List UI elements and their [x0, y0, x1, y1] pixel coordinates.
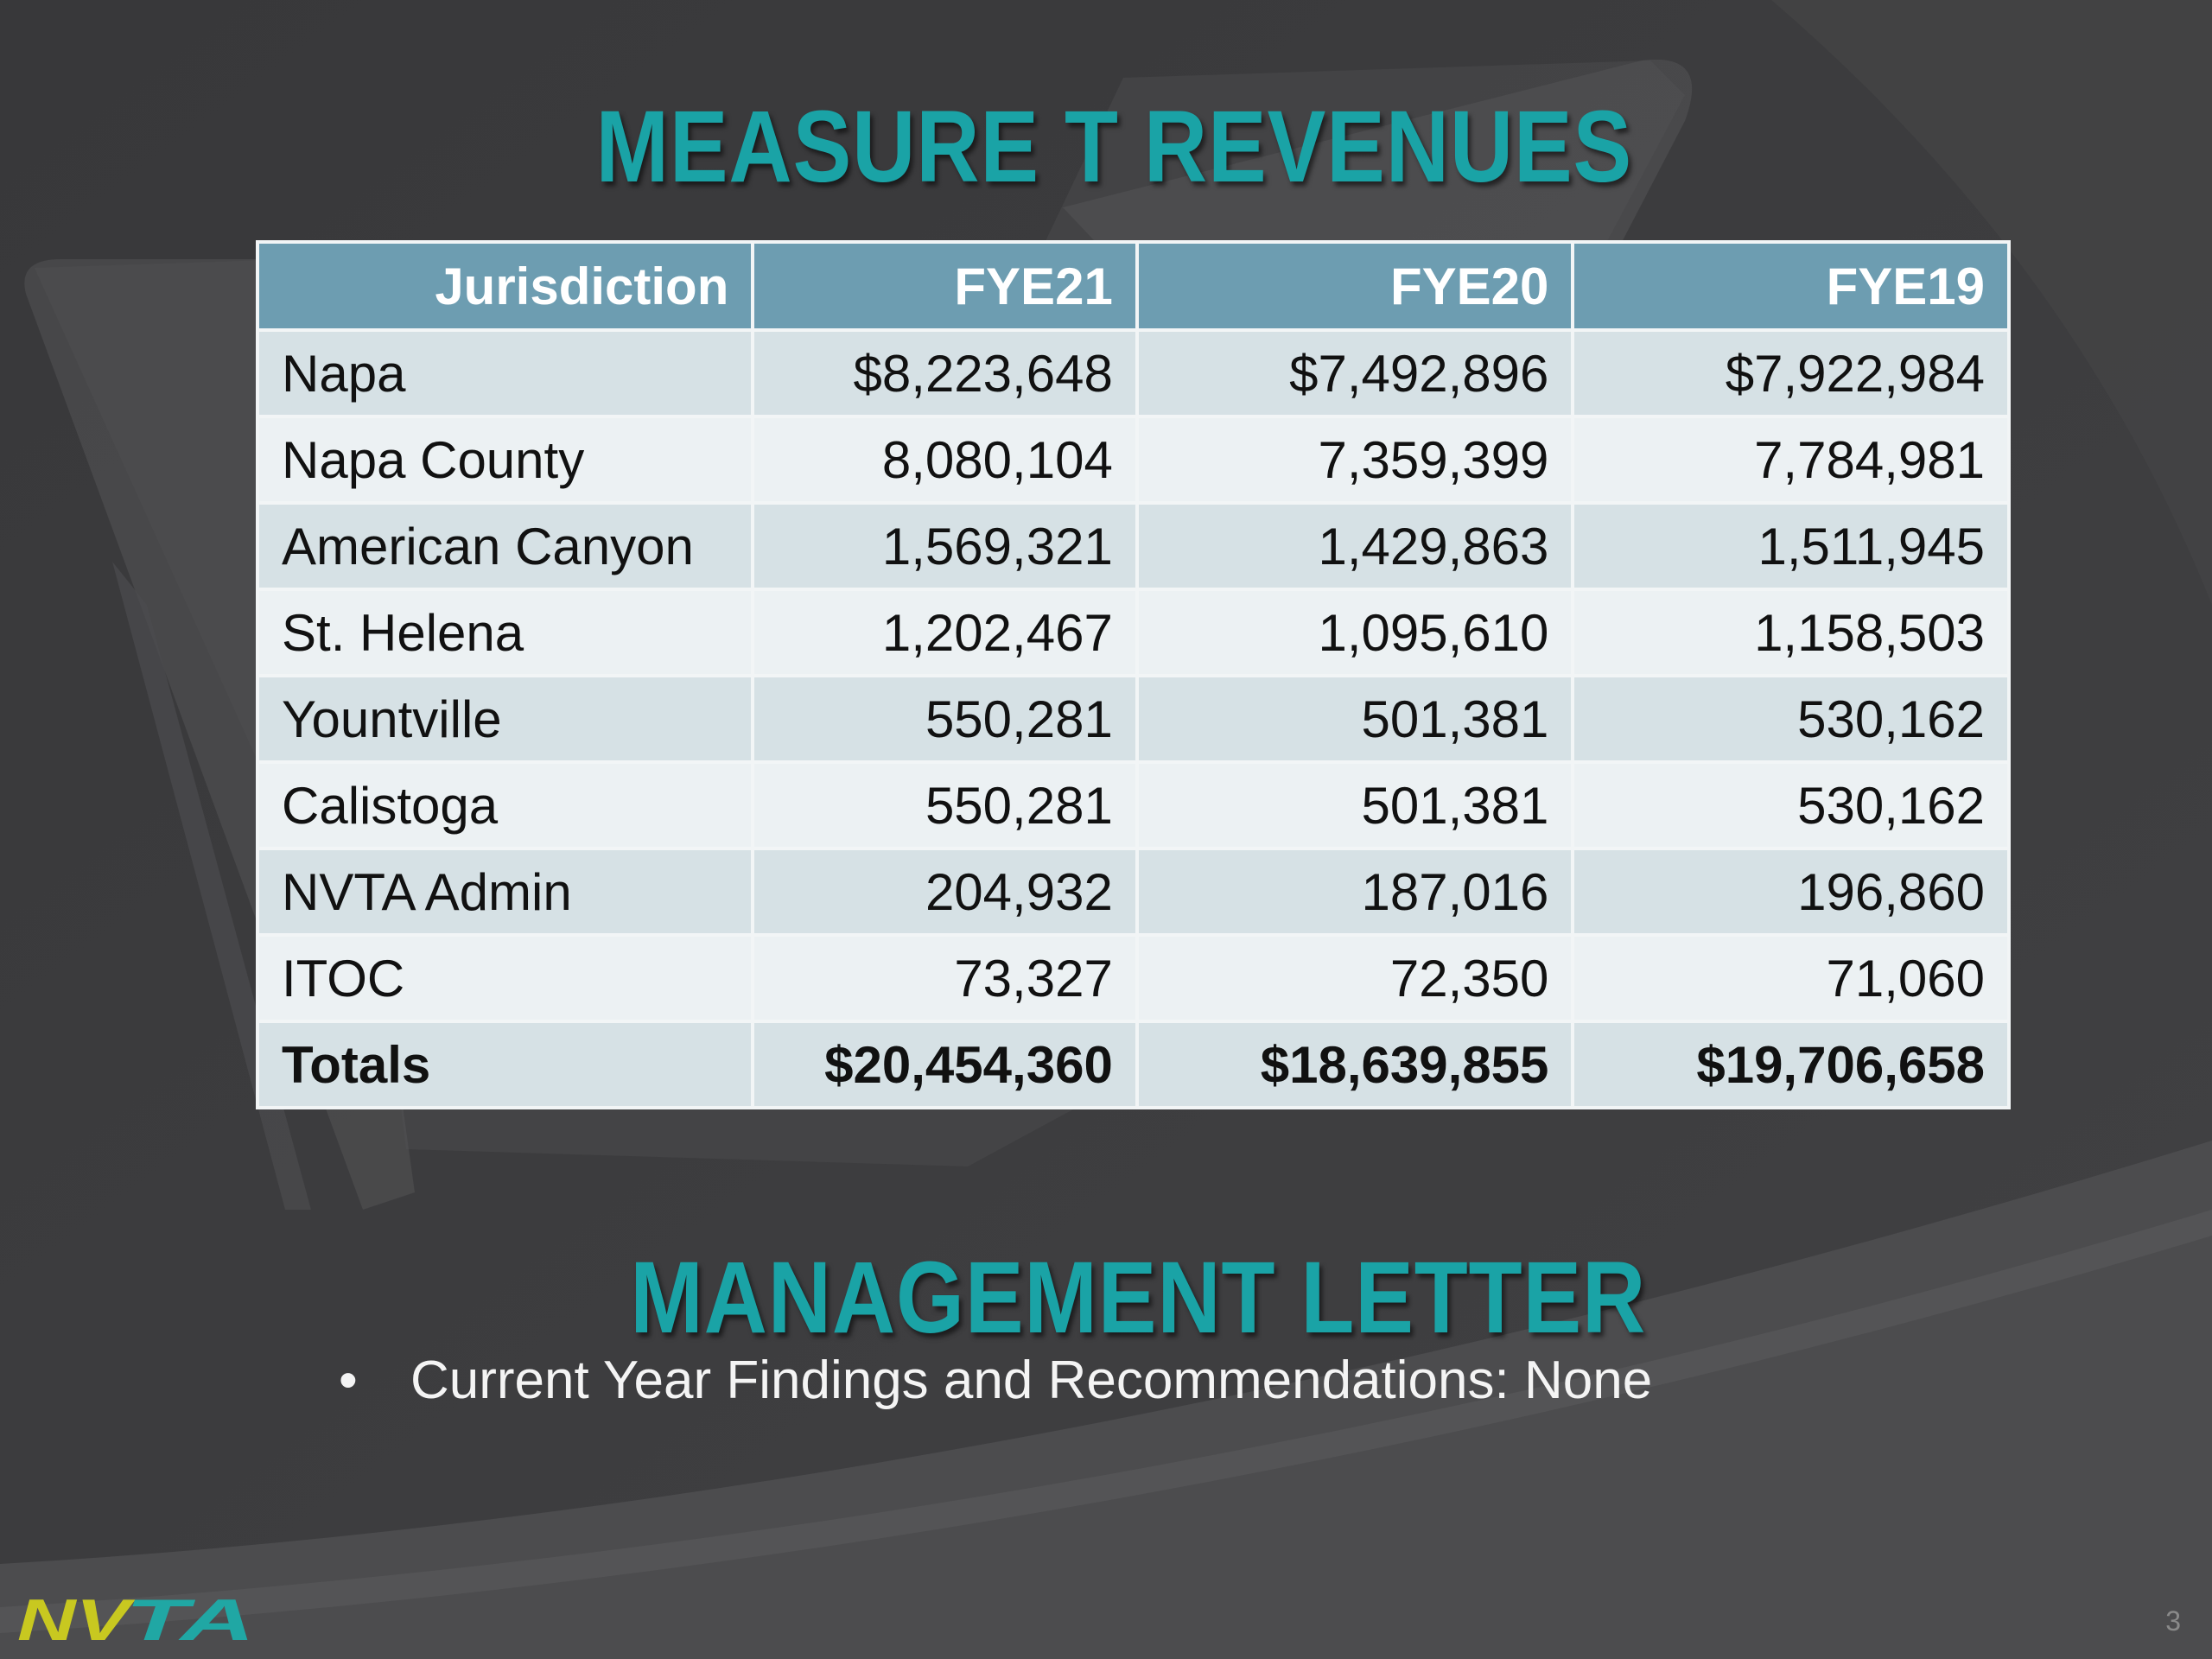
cell-fye19: $7,922,984: [1571, 328, 2011, 418]
column-header-fye21: FYE21: [751, 240, 1139, 332]
cell-fye20: $18,639,855: [1135, 1020, 1575, 1109]
cell-fye20: 1,095,610: [1135, 588, 1575, 677]
cell-jurisdiction: St. Helena: [255, 588, 755, 677]
table-row: NVTA Admin 204,932 187,016 196,860: [255, 847, 2011, 937]
cell-fye19: 196,860: [1571, 847, 2011, 937]
cell-fye21: $8,223,648: [751, 328, 1139, 418]
cell-fye20: 1,429,863: [1135, 501, 1575, 591]
cell-fye19: 7,784,981: [1571, 415, 2011, 505]
cell-fye19: $19,706,658: [1571, 1020, 2011, 1109]
logo-nv-text: NV: [17, 1590, 137, 1650]
logo-ta-text: TA: [125, 1590, 255, 1650]
cell-fye19: 71,060: [1571, 933, 2011, 1023]
cell-fye21: 550,281: [751, 674, 1139, 764]
cell-fye21: 550,281: [751, 760, 1139, 850]
cell-fye20: 7,359,399: [1135, 415, 1575, 505]
cell-fye19: 1,511,945: [1571, 501, 2011, 591]
cell-fye20: $7,492,896: [1135, 328, 1575, 418]
table-header-row: Jurisdiction FYE21 FYE20 FYE19: [255, 240, 2011, 332]
nvta-logo: NV TA: [17, 1590, 255, 1650]
section-title: MANAGEMENT LETTER: [630, 1241, 1647, 1355]
table-row: Napa $8,223,648 $7,492,896 $7,922,984: [255, 328, 2011, 418]
revenue-table: Jurisdiction FYE21 FYE20 FYE19 Napa $8,2…: [255, 240, 2011, 1109]
cell-fye21: 204,932: [751, 847, 1139, 937]
table-row: Napa County 8,080,104 7,359,399 7,784,98…: [255, 415, 2011, 505]
cell-fye21: 1,569,321: [751, 501, 1139, 591]
cell-jurisdiction: Yountville: [255, 674, 755, 764]
cell-fye21: $20,454,360: [751, 1020, 1139, 1109]
table-totals-row: Totals $20,454,360 $18,639,855 $19,706,6…: [255, 1020, 2011, 1109]
cell-jurisdiction: Calistoga: [255, 760, 755, 850]
table-row: ITOC 73,327 72,350 71,060: [255, 933, 2011, 1023]
cell-jurisdiction: American Canyon: [255, 501, 755, 591]
cell-jurisdiction: Napa: [255, 328, 755, 418]
cell-jurisdiction: Napa County: [255, 415, 755, 505]
bullet-text: Current Year Findings and Recommendation…: [410, 1351, 1653, 1410]
table-row: Yountville 550,281 501,381 530,162: [255, 674, 2011, 764]
cell-jurisdiction: NVTA Admin: [255, 847, 755, 937]
cell-fye21: 1,202,467: [751, 588, 1139, 677]
column-header-fye19: FYE19: [1571, 240, 2011, 332]
cell-fye20: 501,381: [1135, 674, 1575, 764]
page-number: 3: [2165, 1605, 2181, 1637]
cell-fye19: 530,162: [1571, 760, 2011, 850]
column-header-jurisdiction: Jurisdiction: [255, 240, 755, 332]
table-row: St. Helena 1,202,467 1,095,610 1,158,503: [255, 588, 2011, 677]
column-header-fye20: FYE20: [1135, 240, 1575, 332]
cell-fye20: 72,350: [1135, 933, 1575, 1023]
cell-fye20: 187,016: [1135, 847, 1575, 937]
table-row: Calistoga 550,281 501,381 530,162: [255, 760, 2011, 850]
cell-jurisdiction: ITOC: [255, 933, 755, 1023]
cell-fye21: 73,327: [751, 933, 1139, 1023]
cell-fye20: 501,381: [1135, 760, 1575, 850]
bullet-marker: •: [339, 1351, 358, 1410]
slide-title: MEASURE T REVENUES: [595, 90, 1633, 204]
cell-fye19: 530,162: [1571, 674, 2011, 764]
cell-fye19: 1,158,503: [1571, 588, 2011, 677]
cell-fye21: 8,080,104: [751, 415, 1139, 505]
table-row: American Canyon 1,569,321 1,429,863 1,51…: [255, 501, 2011, 591]
cell-jurisdiction: Totals: [255, 1020, 755, 1109]
